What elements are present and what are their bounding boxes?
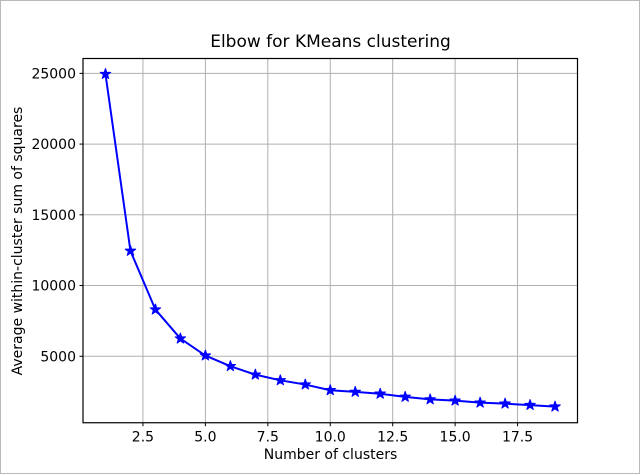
y-tick-label: 10000 [31, 279, 76, 295]
x-tick-label: 2.5 [132, 429, 154, 445]
y-tick-label: 20000 [31, 137, 76, 153]
data-point-marker [274, 374, 287, 386]
data-point-marker [424, 393, 436, 405]
data-point-marker [449, 394, 461, 406]
x-tick-label: 7.5 [257, 429, 279, 445]
y-tick-label: 15000 [31, 208, 76, 224]
data-point-marker [174, 332, 187, 344]
x-tick-label: 5.0 [194, 429, 216, 445]
data-point-marker [499, 397, 511, 409]
x-tick-label: 10.0 [315, 429, 346, 445]
x-axis-label: Number of clusters [263, 447, 398, 463]
data-point-marker [524, 399, 536, 411]
data-point-marker [374, 387, 386, 399]
data-point-marker [224, 360, 237, 372]
data-point-marker [549, 400, 561, 412]
x-tick-label: 12.5 [377, 429, 408, 445]
y-tick-label: 5000 [40, 349, 76, 365]
data-point-marker [299, 378, 312, 390]
x-tick-label: 15.0 [440, 429, 471, 445]
data-point-marker [199, 349, 212, 361]
data-point-marker [399, 390, 411, 402]
data-point-marker [474, 396, 486, 408]
data-point-marker [324, 384, 336, 396]
data-point-marker [99, 68, 112, 80]
y-axis-label: Average within-cluster sum of squares [10, 106, 26, 376]
data-point-marker [124, 244, 137, 256]
data-point-marker [149, 303, 162, 315]
chart-title: Elbow for KMeans clustering [210, 32, 451, 52]
data-point-marker [249, 368, 262, 380]
x-tick-label: 17.5 [502, 429, 533, 445]
data-point-marker [349, 385, 361, 397]
y-tick-label: 25000 [31, 66, 76, 82]
